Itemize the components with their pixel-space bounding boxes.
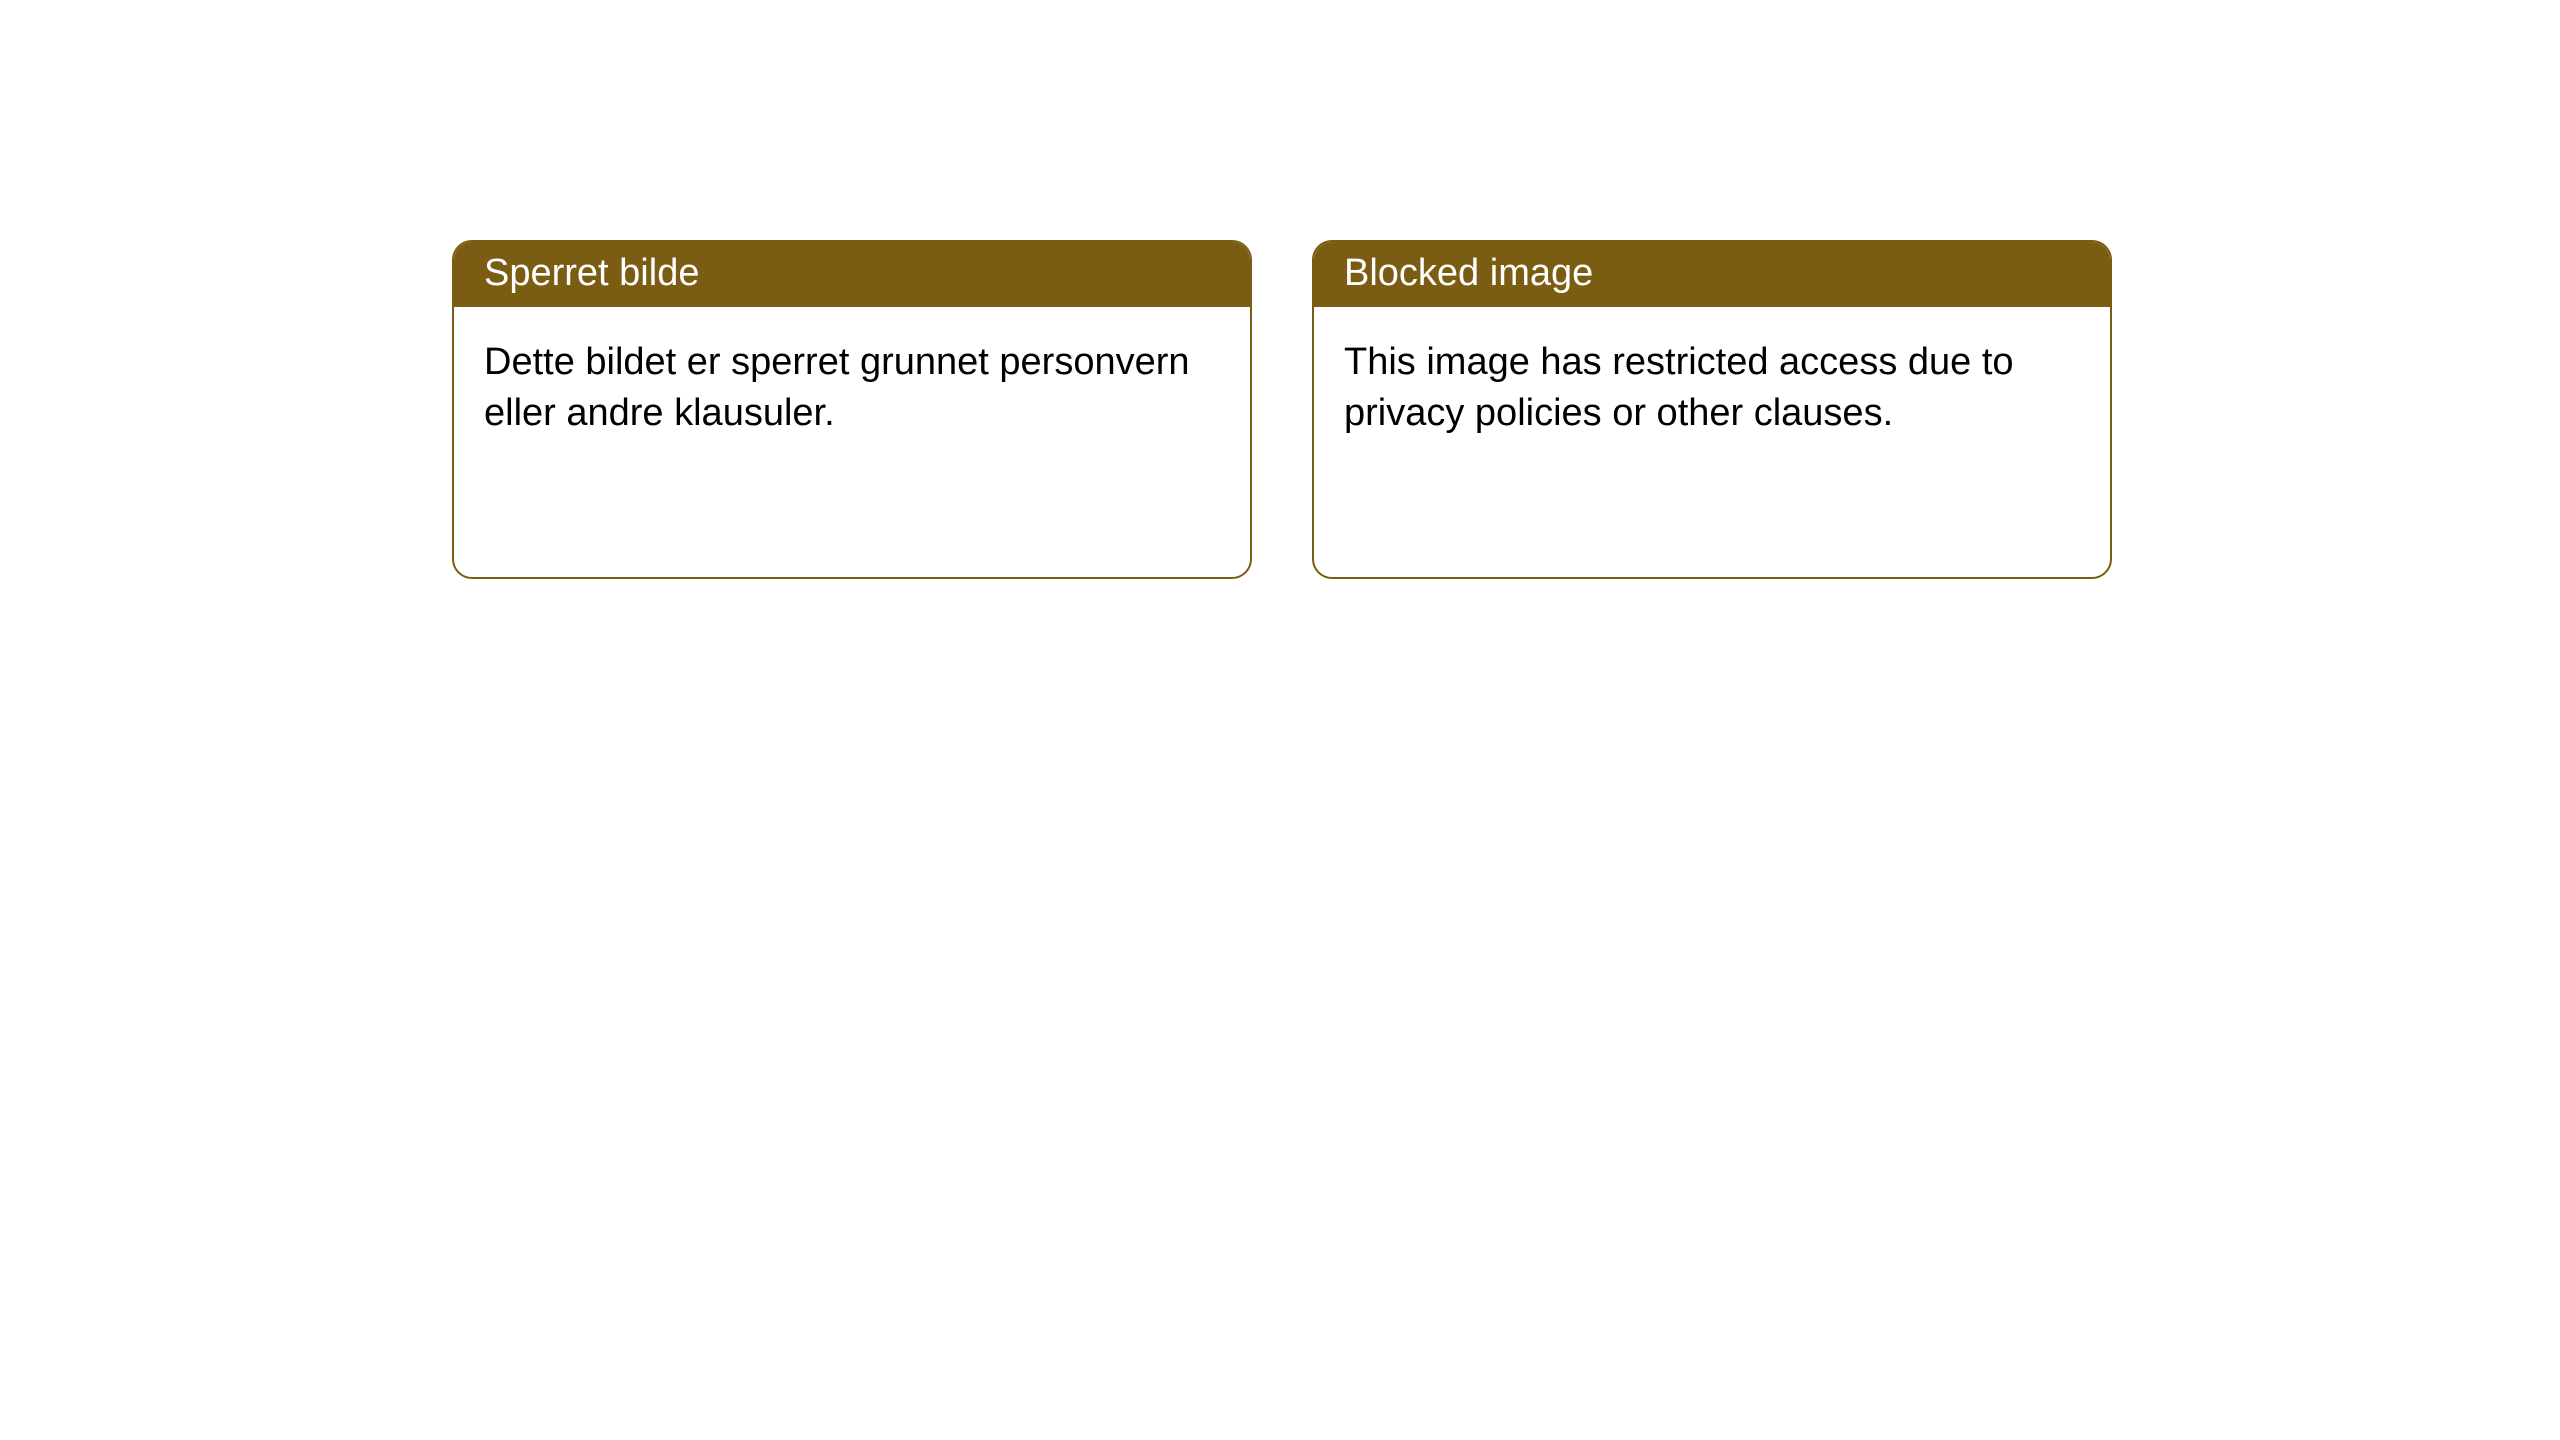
notice-title: Blocked image: [1314, 242, 2110, 307]
notice-body-text: This image has restricted access due to …: [1314, 307, 2110, 577]
notice-body-text: Dette bildet er sperret grunnet personve…: [454, 307, 1250, 577]
notice-container: Sperret bilde Dette bildet er sperret gr…: [0, 0, 2560, 579]
notice-card-norwegian: Sperret bilde Dette bildet er sperret gr…: [452, 240, 1252, 579]
notice-title: Sperret bilde: [454, 242, 1250, 307]
notice-card-english: Blocked image This image has restricted …: [1312, 240, 2112, 579]
